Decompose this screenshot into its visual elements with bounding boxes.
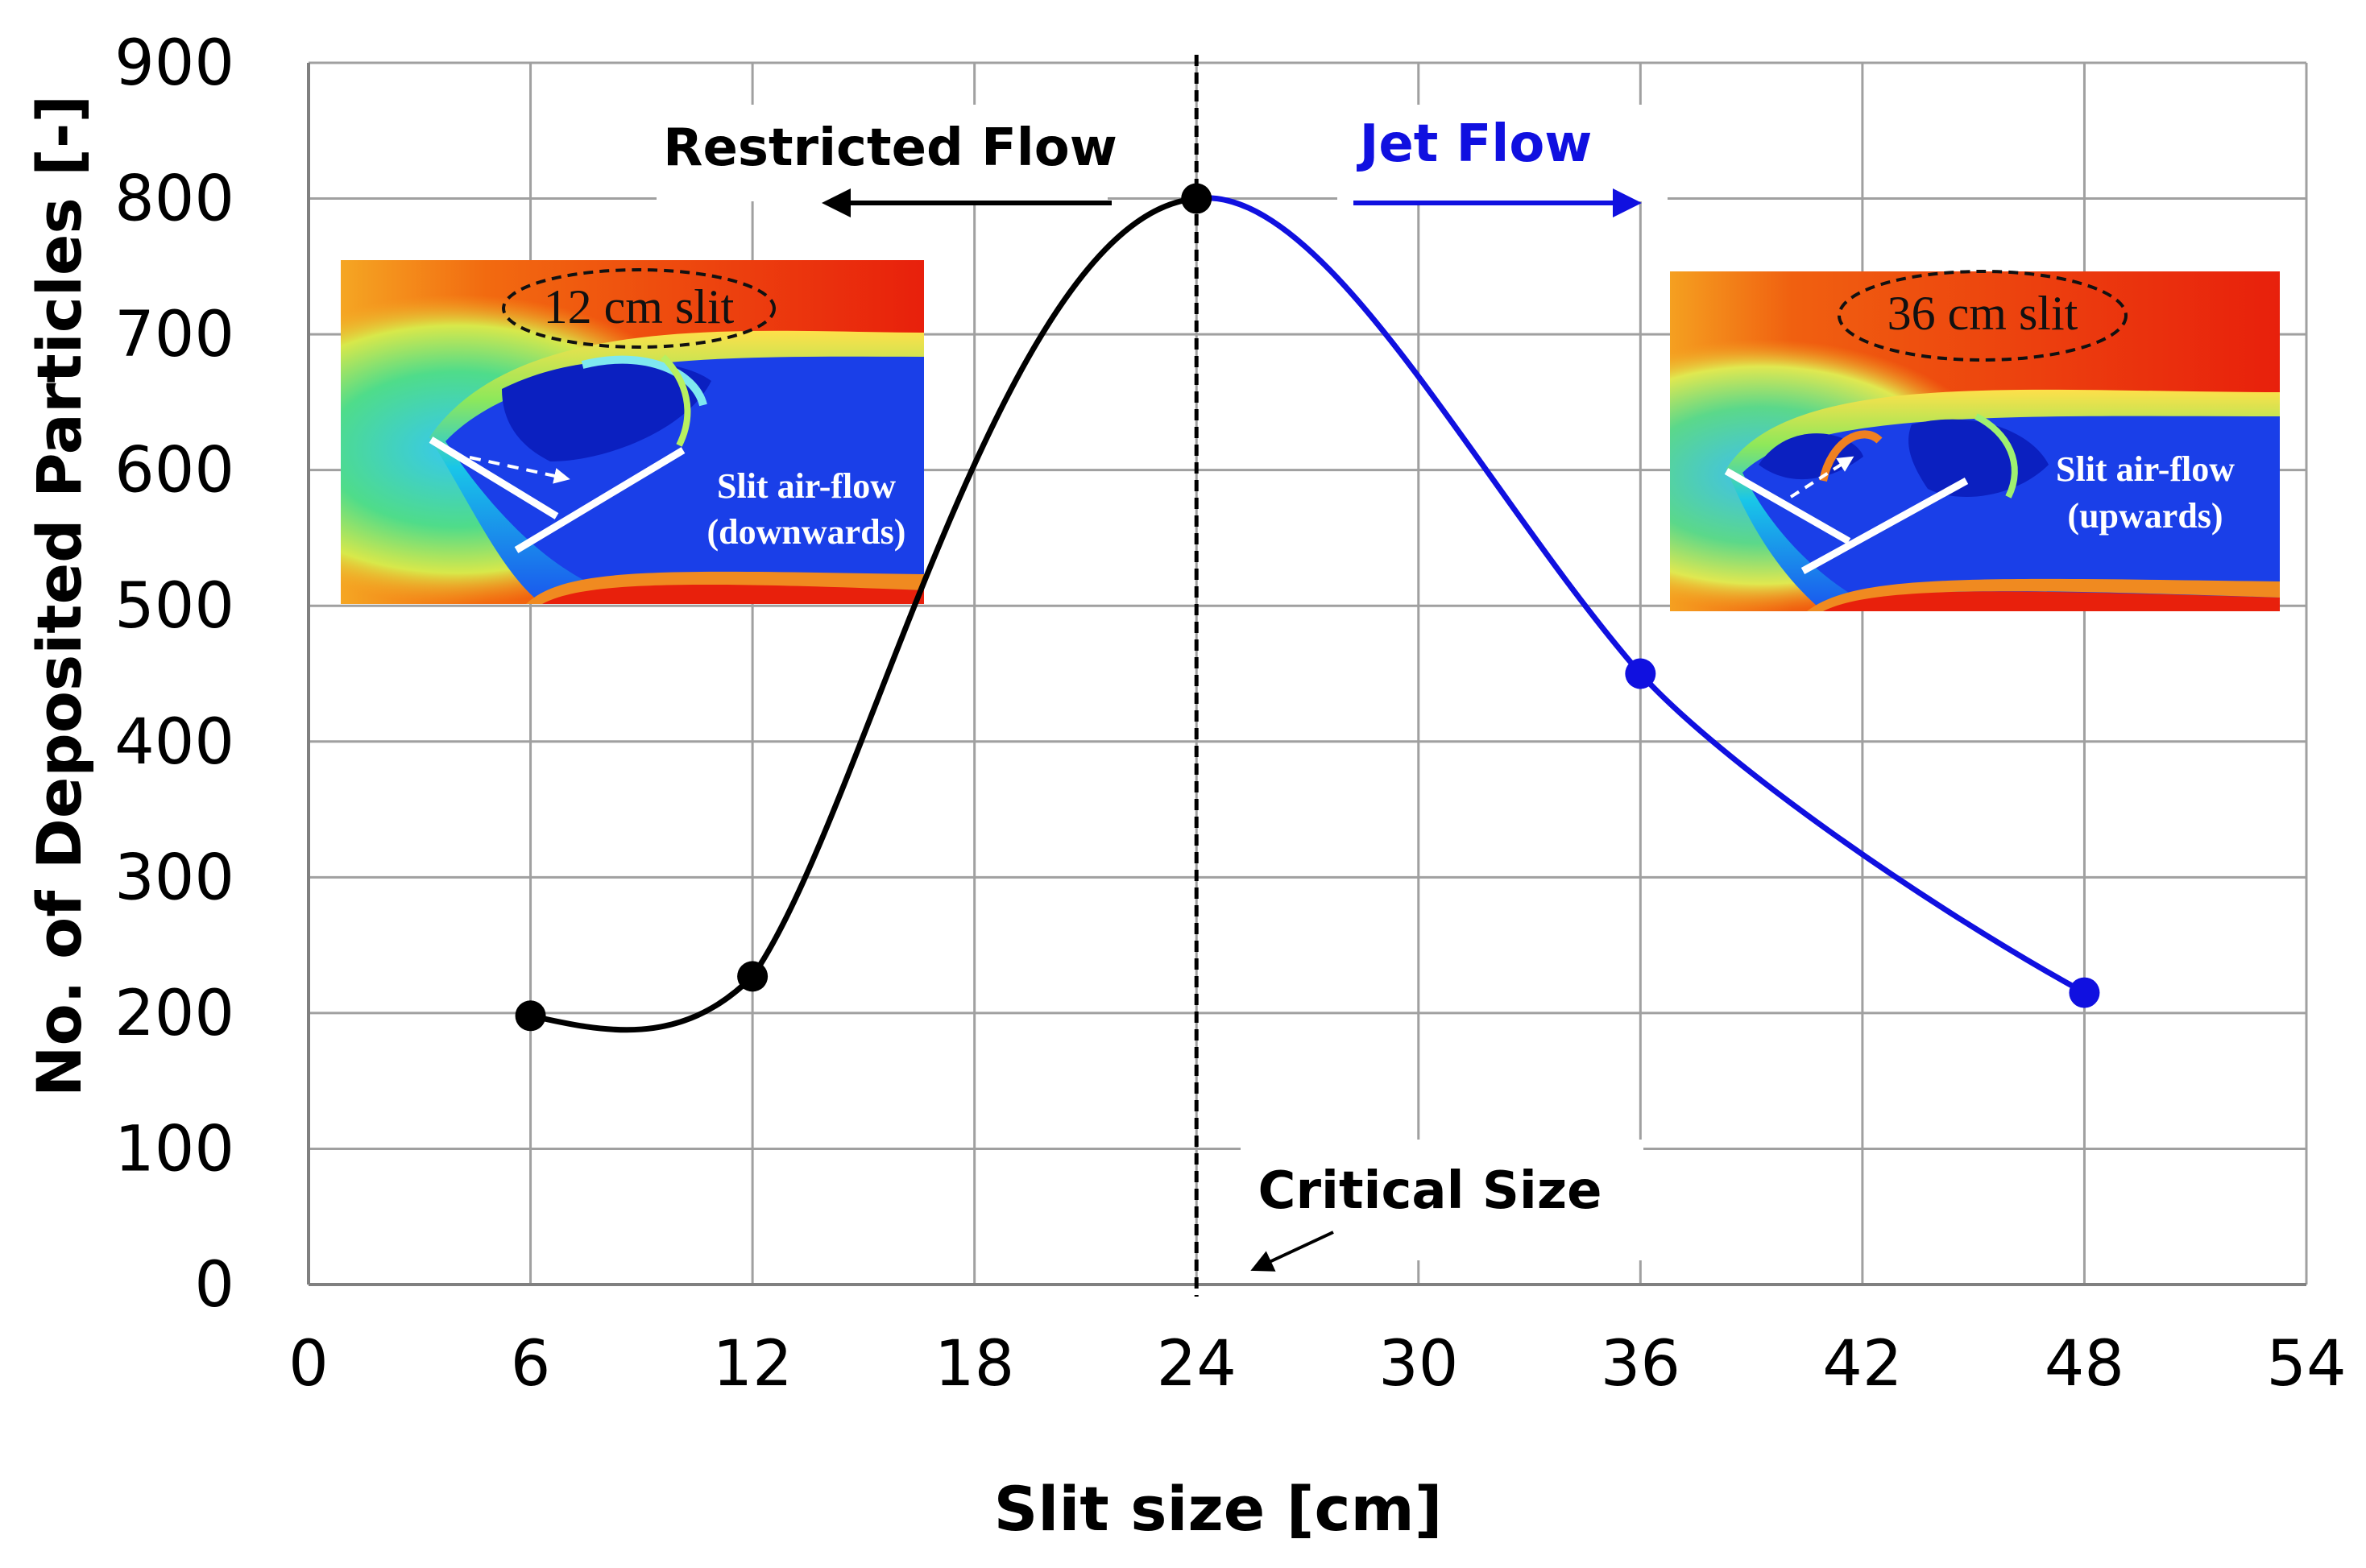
x-tick-label: 24 (1157, 1328, 1237, 1400)
inset-36cm-flow-line1: Slit air-flow (2056, 449, 2235, 489)
critical-size-arrow (1250, 1231, 1334, 1272)
inset-12cm-title: 12 cm slit (544, 280, 735, 333)
y-tick-label: 700 (114, 299, 234, 371)
x-tick-label: 30 (1378, 1328, 1458, 1400)
inset-36cm-slit: 36 cm slit Slit air-flow (upwards) (1670, 270, 2280, 611)
inset-12cm-flow-line2: (downwards) (707, 512, 906, 552)
x-tick-label: 36 (1601, 1328, 1680, 1400)
x-tick-label: 0 (288, 1328, 329, 1400)
x-axis-label: Slit size [cm] (994, 1473, 1443, 1545)
data-points (515, 183, 2100, 1032)
y-tick-label: 200 (114, 978, 234, 1050)
inset-12cm-flow-line1: Slit air-flow (717, 466, 896, 506)
critical-size-label-bg (1241, 1140, 1643, 1260)
x-tick-label: 54 (2266, 1328, 2346, 1400)
inset-12cm-slit: 12 cm slit Slit air-flow (downwards) (341, 260, 924, 604)
x-tick-label: 48 (2045, 1328, 2124, 1400)
data-point (1625, 658, 1656, 689)
ticks: 0 6 12 18 24 30 36 42 48 54 0 100 200 300 400 500 600 700… (114, 27, 2347, 1400)
x-tick-label: 18 (934, 1328, 1014, 1400)
y-tick-label: 100 (114, 1113, 234, 1185)
inset-36cm-flow-line2: (upwards) (2067, 496, 2223, 536)
y-tick-label: 600 (114, 435, 234, 507)
x-tick-label: 6 (511, 1328, 551, 1400)
data-point (2069, 977, 2100, 1008)
inset-36cm-title: 36 cm slit (1887, 287, 2078, 340)
data-point (515, 1000, 546, 1032)
critical-size-label: Critical Size (1258, 1161, 1602, 1221)
data-point (1181, 183, 1212, 214)
data-point (737, 961, 769, 992)
y-tick-label: 500 (114, 570, 234, 643)
y-tick-label: 300 (114, 842, 234, 914)
jet-flow-label: Jet Flow (1357, 114, 1593, 174)
x-tick-label: 12 (712, 1328, 792, 1400)
series-restricted-flow-line (529, 196, 1197, 1033)
y-axis-label: No. of Deposited Particles [-] (23, 95, 95, 1097)
y-tick-label: 0 (194, 1249, 234, 1322)
jet-flow-label-bg (1337, 105, 1668, 201)
restricted-flow-label-bg (657, 105, 1108, 201)
restricted-flow-label: Restricted Flow (663, 118, 1117, 178)
grid (307, 61, 2308, 1286)
y-tick-label: 900 (114, 27, 234, 100)
y-tick-label: 400 (114, 706, 234, 779)
y-tick-label: 800 (114, 163, 234, 236)
x-tick-label: 42 (1822, 1328, 1902, 1400)
